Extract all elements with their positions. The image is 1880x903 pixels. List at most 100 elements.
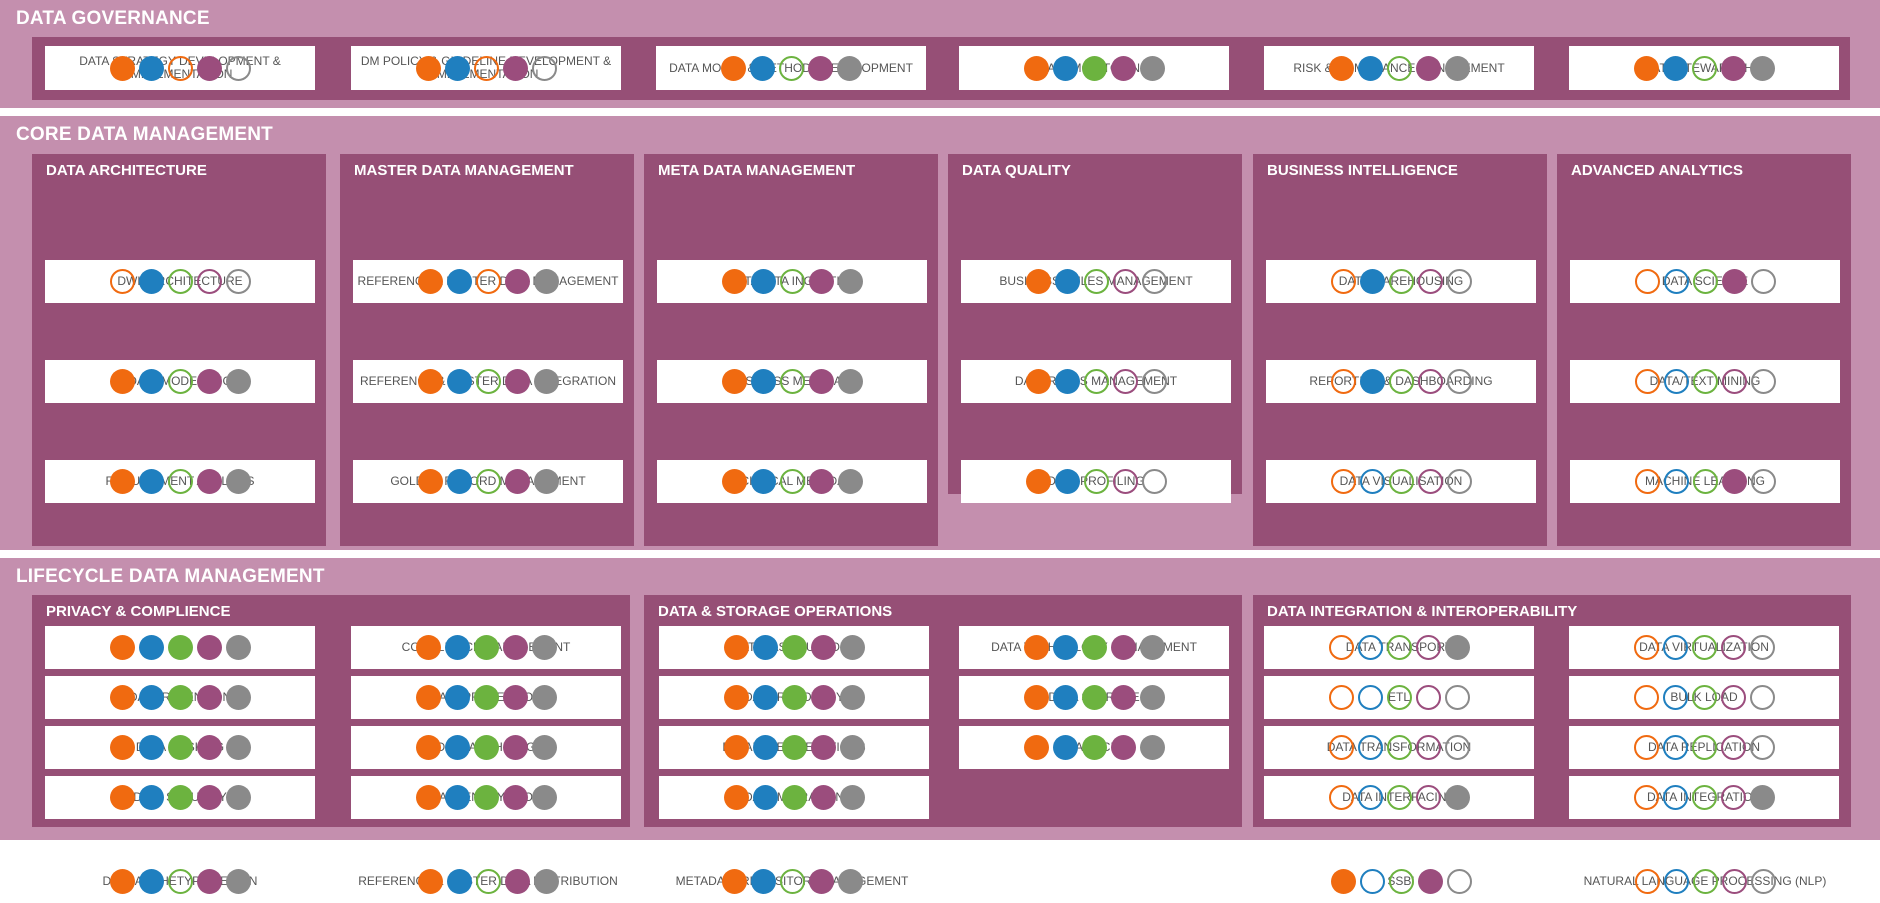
role-dot-g-filled — [781, 735, 807, 760]
role-dot-p-outline — [1415, 685, 1441, 710]
role-dot-x-filled — [836, 55, 862, 81]
capability-box-data-strategy-development-implementation[interactable]: DATA STRATEGY DEVELOPMENT & IMPLEMENTATI… — [45, 46, 315, 90]
role-dot-x-filled — [225, 735, 251, 760]
role-dot-g-outline — [1692, 369, 1718, 394]
role-dot-b-filled — [1054, 469, 1080, 494]
capability-box-data-transport[interactable]: DATA TRANSPORT — [1264, 626, 1534, 669]
capability-box-data-archetype-design[interactable]: DATA ARCHETYPE DESIGN — [45, 860, 315, 903]
capability-box-data-technology-management[interactable]: DATA TECHNOLOGY MANAGEMENT — [959, 626, 1229, 669]
capability-box-data-text-mining[interactable]: DATA/TEXT MINING — [1570, 360, 1840, 403]
role-dot-g-filled — [781, 635, 807, 660]
role-dot-x-filled — [533, 369, 559, 394]
role-dot-b-outline — [1663, 469, 1689, 494]
role-indicators — [1264, 46, 1534, 90]
capability-box-data-rules-management[interactable]: DATA RULES MANAGEMENT — [961, 360, 1231, 403]
capability-box-data-security[interactable]: DATA SECURITY — [45, 776, 315, 819]
capability-box-data-replication[interactable]: DATA REPLICATION — [1569, 726, 1839, 769]
capability-box-data-transformation[interactable]: DATA TRANSFORMATION — [1264, 726, 1534, 769]
role-dot-x-outline — [1750, 369, 1776, 394]
capability-box-database-support[interactable]: DATABASE SUPPORT — [659, 626, 929, 669]
governance-strip — [32, 37, 1850, 100]
role-indicators — [1264, 776, 1534, 819]
role-dot-g-outline — [1386, 55, 1412, 81]
role-dot-b-filled — [1054, 369, 1080, 394]
role-dot-x-outline — [1141, 269, 1167, 294]
capability-box-reference-master-data-integration[interactable]: REFERENCE & MASTER DATA INTEGRATION — [353, 360, 623, 403]
role-dot-g-outline — [1386, 735, 1412, 760]
capability-box-golden-record-management[interactable]: GOLDEN RECORD MANAGEMENT — [353, 460, 623, 503]
capability-box-data-masking[interactable]: DATA MASKING — [45, 726, 315, 769]
capability-box-data-archiving[interactable]: DATA ARCHIVING — [351, 726, 621, 769]
capability-box-data-science[interactable]: DATA SCIENCE — [1570, 260, 1840, 303]
capability-box-data-warehousing[interactable]: DATA WAREHOUSING — [1266, 260, 1536, 303]
capability-box-data-visualisation[interactable]: DATA VISUALISATION — [1266, 460, 1536, 503]
role-dot-p-outline — [1720, 685, 1746, 710]
lifecycle-band: LIFECYCLE DATA MANAGEMENT PRIVACY & COMP… — [0, 558, 1880, 840]
role-indicators — [1264, 626, 1534, 669]
capability-box-reporting-dashboarding[interactable]: REPORTING & DASHBOARDING — [1266, 360, 1536, 403]
capability-box-data-virtualization[interactable]: DATA VIRTUALIZATION — [1569, 626, 1839, 669]
capability-box-metadata-ingestion[interactable]: METADATA INGESTION — [657, 260, 927, 303]
role-dot-b-filled — [752, 785, 778, 810]
role-dot-g-outline — [779, 269, 805, 294]
capability-box-data-modelling[interactable]: DATA MODELLING — [45, 360, 315, 403]
role-dot-o-filled — [723, 635, 749, 660]
capability-box-reference-master-data-distribution[interactable]: REFERENCE & MASTER DATA DISTRIBUTION — [353, 860, 623, 903]
capability-box-metadata-repository-management[interactable]: METADATA REPOSITORY MANAGEMENT — [657, 860, 927, 903]
capability-box-data-stewardship[interactable]: DATA STEWARDSHIP — [1569, 46, 1839, 90]
capability-box-bulk-load[interactable]: BULK LOAD — [1569, 676, 1839, 719]
capability-box-data-monitoring[interactable]: DATA MONITORING — [959, 46, 1229, 90]
role-dot-x-outline — [1750, 869, 1776, 894]
capability-box-reference-master-data-management[interactable]: REFERENCE & MASTER DATA MANAGEMENT — [353, 260, 623, 303]
role-dot-x-filled — [225, 469, 251, 494]
capability-box-blank[interactable] — [45, 626, 315, 669]
capability-box-natural-language-processing-nlp[interactable]: NATURAL LANGUAGE PROCESSING (NLP) — [1570, 860, 1840, 903]
role-dot-p-filled — [808, 269, 834, 294]
capability-box-compliance-management[interactable]: COMPLIANCE MANAGEMENT — [351, 626, 621, 669]
role-dot-b-outline — [1357, 685, 1383, 710]
capability-box-data-profiling[interactable]: DATA PROFILING — [961, 460, 1231, 503]
role-dot-x-filled — [837, 369, 863, 394]
capability-box-data-interfacing[interactable]: DATA INTERFACING — [1264, 776, 1534, 819]
role-dot-o-filled — [415, 55, 441, 81]
role-dot-x-outline — [1444, 685, 1470, 710]
capability-box-dm-policy-guideline-development-implementation[interactable]: DM POLICY & GUIDELINE DEVELOPMENT & IMPL… — [351, 46, 621, 90]
capability-box-data-encryption[interactable]: DATA ENCRYPTION — [351, 776, 621, 819]
capability-box-data-backup[interactable]: DATA BACKUP — [959, 726, 1229, 769]
capability-box-data-protection[interactable]: DATA PROTECTION — [351, 676, 621, 719]
capability-box-dwh-architecture[interactable]: DWH ARCHITECTURE — [45, 260, 315, 303]
role-dot-x-outline — [531, 55, 557, 81]
role-indicators — [659, 776, 929, 819]
capability-box-business-metadata[interactable]: BUSINESS METADATA — [657, 360, 927, 403]
capability-box-business-rules-management[interactable]: BUSINESS RULES MANAGEMENT — [961, 260, 1231, 303]
capability-box-data-migration[interactable]: DATA MIGRATION — [659, 776, 929, 819]
capability-box-data-integration[interactable]: DATA INTEGRATION — [1569, 776, 1839, 819]
role-dot-x-filled — [531, 785, 557, 810]
role-dot-b-filled — [444, 55, 470, 81]
capability-box-data-retention[interactable]: DATA RETENTION — [45, 676, 315, 719]
capability-box-technical-metadata[interactable]: TECHNICAL METADATA — [657, 460, 927, 503]
role-dot-p-filled — [196, 869, 222, 894]
role-dot-b-filled — [1052, 55, 1078, 81]
role-dot-p-outline — [1721, 869, 1747, 894]
role-dot-g-filled — [167, 685, 193, 710]
capability-box-data-recovery[interactable]: DATA RECOVERY — [659, 676, 929, 719]
role-dot-g-outline — [167, 469, 193, 494]
capability-box-etl[interactable]: ETL — [1264, 676, 1534, 719]
role-dot-p-filled — [502, 685, 528, 710]
role-dot-p-filled — [502, 635, 528, 660]
role-indicators — [353, 860, 623, 903]
role-dot-o-filled — [1023, 55, 1049, 81]
role-indicators — [959, 626, 1229, 669]
capability-box-requirement-analysis[interactable]: REQUIREMENT ANALYSIS — [45, 460, 315, 503]
capability-box-risk-compliance-management[interactable]: RISK & COMPLIANCE MANAGEMENT — [1264, 46, 1534, 90]
role-dot-x-outline — [225, 55, 251, 81]
capability-box-machine-learning[interactable]: MACHINE LEARNING — [1570, 460, 1840, 503]
role-dot-x-filled — [225, 635, 251, 660]
capability-box-ssbi[interactable]: SSBI — [1266, 860, 1536, 903]
capability-box-database-operations[interactable]: DATABASE OPERATIONS — [659, 726, 929, 769]
capability-box-data-model-methods-development[interactable]: DATA MODEL & METHODS DEVELOPMENT — [656, 46, 926, 90]
role-dot-x-filled — [225, 869, 251, 894]
role-dot-g-filled — [781, 785, 807, 810]
capability-box-data-storage[interactable]: DATA STORAGE — [959, 676, 1229, 719]
